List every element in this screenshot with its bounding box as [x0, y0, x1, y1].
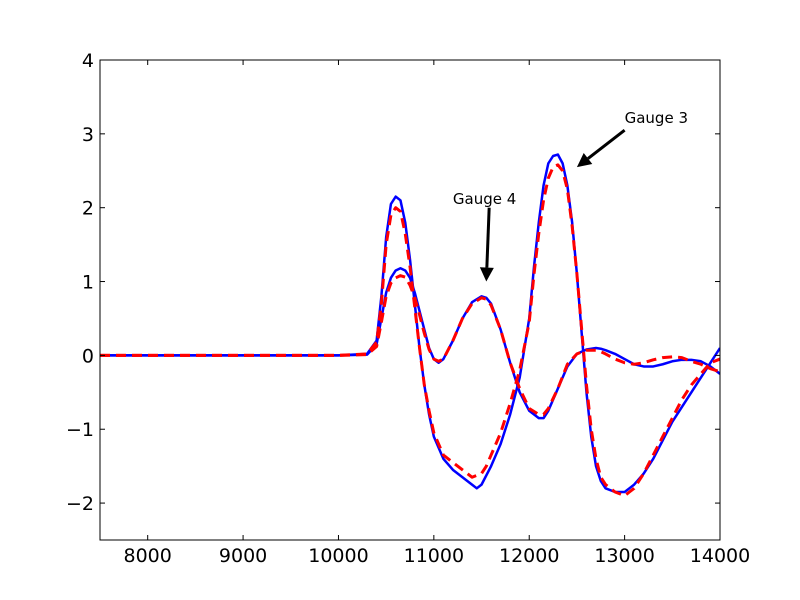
- x-tick-label: 9000: [219, 545, 267, 567]
- x-tick-label: 12000: [499, 545, 559, 567]
- x-tick-label: 8000: [124, 545, 172, 567]
- annotation-arrow-shaft: [485, 207, 491, 268]
- y-tick-label: 1: [82, 272, 94, 294]
- series-line-3: [100, 163, 720, 498]
- x-tick-label: 10000: [308, 545, 368, 567]
- annotation-label-2: Gauge 3: [625, 109, 688, 127]
- x-tick-label: 13000: [594, 545, 654, 567]
- annotation-arrow-head: [479, 267, 494, 282]
- y-tick-label: 3: [82, 124, 94, 146]
- plot-frame: [99, 59, 721, 541]
- series-line-2: [100, 267, 720, 420]
- y-tick-label: 4: [82, 50, 94, 72]
- y-tick-label: −2: [66, 493, 94, 515]
- annotation-label-1: Gauge 4: [453, 190, 516, 208]
- y-tick-label: 2: [82, 198, 94, 220]
- annotations: Gauge 4 Gauge 3: [453, 109, 688, 282]
- x-tick-label: 14000: [690, 545, 750, 567]
- y-tick-label: 0: [82, 345, 94, 367]
- annotation-arrow-head: [576, 152, 593, 168]
- series-line-4: [100, 274, 720, 416]
- x-tick-label: 11000: [404, 545, 464, 567]
- annotation-arrow-shaft: [587, 128, 626, 160]
- y-tick-label: −1: [66, 419, 94, 441]
- series-layer: [100, 153, 720, 498]
- plot-area: [100, 60, 720, 540]
- axis-ticks: 8000 9000 10000 11000 12000 13000 14000 −2 −1 0 1 2…: [66, 50, 750, 567]
